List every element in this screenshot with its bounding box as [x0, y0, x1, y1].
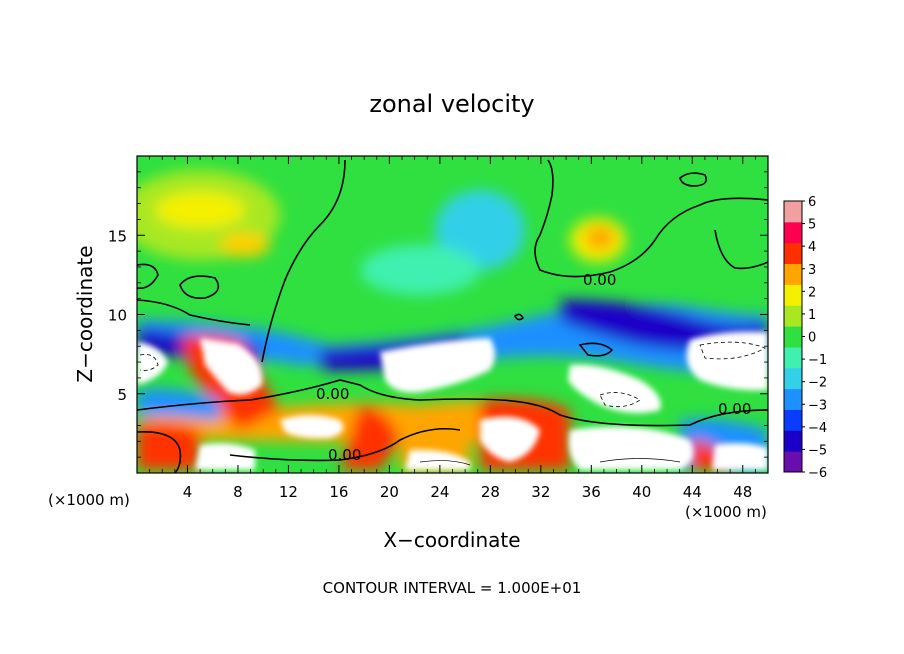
colorbar-tick-label: −5 — [808, 443, 827, 458]
x-unit-right: (×1000 m) — [685, 503, 767, 521]
x-axis-label: X−coordinate — [383, 528, 520, 552]
colorbar-tick-label: −1 — [808, 353, 827, 368]
x-axis: 4 8 12 16 20 24 28 32 36 40 44 48 — [149, 156, 756, 501]
contour-label: 0.00 — [316, 385, 349, 403]
x-tick-label: 12 — [279, 483, 298, 501]
x-tick-label: 8 — [233, 483, 243, 501]
colorbar-segment — [784, 451, 802, 473]
y-axis: 5 10 15 — [108, 171, 768, 458]
thin-contours — [419, 458, 681, 466]
chart-title: zonal velocity — [369, 90, 534, 118]
x-tick-label: 16 — [329, 483, 348, 501]
zero-contours — [137, 159, 768, 473]
y-tick-label: 10 — [108, 307, 127, 325]
colorbar-segment — [784, 388, 802, 410]
x-unit-left: (×1000 m) — [48, 491, 130, 509]
colorbar-tick-label: 3 — [808, 263, 816, 278]
x-tick-label: 48 — [733, 483, 752, 501]
y-tick-label: 15 — [108, 227, 127, 245]
colorbar-tick-label: −6 — [808, 466, 827, 481]
colorbar-tick-label: 0 — [808, 331, 816, 346]
colorbar-segment — [784, 305, 802, 327]
negative-contours — [139, 341, 766, 408]
colorbar-tick-label: −2 — [808, 376, 827, 391]
colorbar-segment — [784, 326, 802, 348]
colorbar-tick-label: −4 — [808, 421, 827, 436]
contour-label: 0.00 — [583, 271, 616, 289]
colorbar-segment — [784, 409, 802, 431]
colorbar-segment — [784, 284, 802, 306]
colorbar-tick-label: 2 — [808, 285, 816, 300]
x-tick-label: 44 — [683, 483, 702, 501]
x-tick-label: 28 — [481, 483, 500, 501]
colorbar-tick-label: 5 — [808, 218, 816, 233]
plot-area: 0.00 0.00 0.00 0.00 — [137, 156, 768, 473]
x-tick-label: 36 — [582, 483, 601, 501]
velocity-field — [137, 170, 768, 470]
colorbar-segment — [784, 263, 802, 285]
y-tick-label: 5 — [117, 386, 127, 404]
colorbar-tick-label: −3 — [808, 398, 827, 413]
colorbar-segment — [784, 430, 802, 452]
colorbar-tick-label: 6 — [808, 195, 816, 210]
x-tick-label: 40 — [632, 483, 651, 501]
x-tick-label: 24 — [430, 483, 449, 501]
x-tick-label: 20 — [380, 483, 399, 501]
contour-label: 0.00 — [718, 400, 751, 418]
colorbar-segment — [784, 346, 802, 369]
colorbar-segment — [784, 201, 802, 223]
colorbar: 6 5 4 3 2 1 0 −1 −2 −3 −4 −5 −6 — [783, 195, 827, 481]
x-tick-label: 4 — [183, 483, 193, 501]
colorbar-segment — [784, 367, 802, 390]
colorbar-tick-label: 1 — [808, 308, 816, 323]
contour-label: 0.00 — [328, 446, 361, 464]
y-axis-label: Z−coordinate — [73, 245, 97, 382]
x-tick-label: 32 — [531, 483, 550, 501]
contour-interval-footer: CONTOUR INTERVAL = 1.000E+01 — [323, 579, 582, 597]
colorbar-tick-label: 4 — [808, 240, 816, 255]
colorbar-segment — [784, 221, 802, 244]
colorbar-segment — [784, 242, 802, 265]
